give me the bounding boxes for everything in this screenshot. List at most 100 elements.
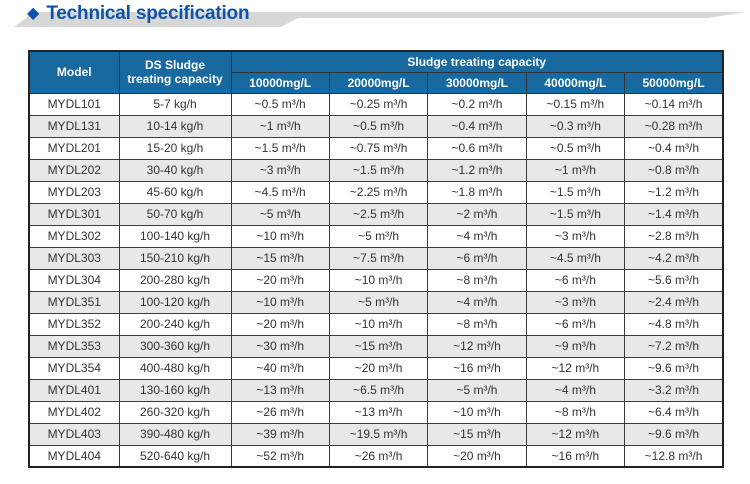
capacity-value-cell: ~20 m³/h [328, 356, 429, 380]
table-row: MYDL202 30-40 kg/h ~3 m³/h ~1.5 m³/h ~1.2 m³… [28, 158, 724, 182]
capacity-value-cell: ~5 m³/h [328, 290, 429, 314]
capacity-value-cell: ~26 m³/h [230, 400, 330, 424]
ds-capacity-cell: 100-120 kg/h [118, 290, 232, 314]
capacity-value-cell: ~0.4 m³/h [624, 136, 724, 160]
capacity-value-cell: ~4 m³/h [427, 290, 527, 314]
capacity-value-cell: ~0.28 m³/h [624, 114, 724, 138]
capacity-value-cell: ~1.2 m³/h [624, 180, 724, 204]
model-cell: MYDL402 [28, 400, 120, 424]
capacity-value-cell: ~10 m³/h [230, 224, 330, 248]
model-cell: MYDL301 [28, 202, 120, 226]
ds-capacity-cell: 400-480 kg/h [118, 356, 232, 380]
capacity-value-cell: ~9 m³/h [525, 334, 626, 358]
table-row: MYDL304 200-280 kg/h ~20 m³/h ~10 m³/h ~8 m³… [28, 268, 724, 292]
header-concentration-1: 10000mg/L [230, 71, 330, 94]
capacity-value-cell: ~6 m³/h [525, 312, 626, 336]
capacity-value-cell: ~52 m³/h [230, 444, 330, 468]
capacity-value-cell: ~1.8 m³/h [427, 180, 527, 204]
capacity-value-cell: ~19.5 m³/h [328, 422, 429, 446]
spec-table-header: Model DS Sludge treating capacity Sludge… [28, 50, 724, 94]
capacity-value-cell: ~0.25 m³/h [328, 92, 429, 116]
model-cell: MYDL101 [28, 92, 120, 116]
capacity-value-cell: ~0.6 m³/h [427, 136, 527, 160]
capacity-value-cell: ~10 m³/h [230, 290, 330, 314]
header-concentration-5: 50000mg/L [624, 71, 724, 94]
model-cell: MYDL203 [28, 180, 120, 204]
model-cell: MYDL303 [28, 246, 120, 270]
capacity-value-cell: ~40 m³/h [230, 356, 330, 380]
capacity-value-cell: ~30 m³/h [230, 334, 330, 358]
capacity-value-cell: ~4.5 m³/h [525, 246, 626, 270]
spec-table: Model DS Sludge treating capacity Sludge… [28, 50, 724, 468]
model-cell: MYDL302 [28, 224, 120, 248]
capacity-value-cell: ~0.14 m³/h [624, 92, 724, 116]
header-concentration-4: 40000mg/L [525, 71, 626, 94]
capacity-value-cell: ~9.6 m³/h [624, 356, 724, 380]
header-concentration-3: 30000mg/L [427, 71, 527, 94]
spec-table-body: MYDL101 5-7 kg/h ~0.5 m³/h ~0.25 m³/h ~0.2 m… [28, 92, 724, 468]
ds-capacity-cell: 50-70 kg/h [118, 202, 232, 226]
table-row: MYDL402 260-320 kg/h ~26 m³/h ~13 m³/h ~10 m… [28, 400, 724, 424]
capacity-value-cell: ~4 m³/h [427, 224, 527, 248]
header-concentration-2: 20000mg/L [328, 71, 429, 94]
capacity-value-cell: ~3.2 m³/h [624, 378, 724, 402]
page-title: Technical specification [46, 3, 250, 24]
header-sludge-group: Sludge treating capacity [230, 50, 724, 73]
capacity-value-cell: ~0.5 m³/h [230, 92, 330, 116]
ds-capacity-cell: 15-20 kg/h [118, 136, 232, 160]
table-row: MYDL301 50-70 kg/h ~5 m³/h ~2.5 m³/h ~2 m³/h… [28, 202, 724, 226]
capacity-value-cell: ~0.2 m³/h [427, 92, 527, 116]
capacity-value-cell: ~13 m³/h [230, 378, 330, 402]
capacity-value-cell: ~12.8 m³/h [624, 444, 724, 468]
capacity-value-cell: ~13 m³/h [328, 400, 429, 424]
model-cell: MYDL352 [28, 312, 120, 336]
capacity-value-cell: ~4.8 m³/h [624, 312, 724, 336]
table-row: MYDL404 520-640 kg/h ~52 m³/h ~26 m³/h ~20 m… [28, 444, 724, 468]
capacity-value-cell: ~0.15 m³/h [525, 92, 626, 116]
ds-capacity-cell: 5-7 kg/h [118, 92, 232, 116]
model-cell: MYDL353 [28, 334, 120, 358]
ds-capacity-cell: 10-14 kg/h [118, 114, 232, 138]
ds-capacity-cell: 200-240 kg/h [118, 312, 232, 336]
capacity-value-cell: ~6.5 m³/h [328, 378, 429, 402]
ds-capacity-cell: 390-480 kg/h [118, 422, 232, 446]
capacity-value-cell: ~3 m³/h [525, 290, 626, 314]
capacity-value-cell: ~1.5 m³/h [525, 202, 626, 226]
capacity-value-cell: ~16 m³/h [525, 444, 626, 468]
header-ds-capacity: DS Sludge treating capacity [118, 50, 232, 94]
capacity-value-cell: ~0.8 m³/h [624, 158, 724, 182]
capacity-value-cell: ~12 m³/h [525, 356, 626, 380]
capacity-value-cell: ~4.2 m³/h [624, 246, 724, 270]
capacity-value-cell: ~15 m³/h [427, 422, 527, 446]
capacity-value-cell: ~7.2 m³/h [624, 334, 724, 358]
capacity-value-cell: ~2.5 m³/h [328, 202, 429, 226]
model-cell: MYDL404 [28, 444, 120, 468]
model-cell: MYDL351 [28, 290, 120, 314]
capacity-value-cell: ~12 m³/h [525, 422, 626, 446]
table-row: MYDL302 100-140 kg/h ~10 m³/h ~5 m³/h ~4 m³/… [28, 224, 724, 248]
capacity-value-cell: ~1.4 m³/h [624, 202, 724, 226]
capacity-value-cell: ~16 m³/h [427, 356, 527, 380]
capacity-value-cell: ~10 m³/h [328, 268, 429, 292]
capacity-value-cell: ~2 m³/h [427, 202, 527, 226]
ds-capacity-cell: 30-40 kg/h [118, 158, 232, 182]
model-cell: MYDL401 [28, 378, 120, 402]
capacity-value-cell: ~1 m³/h [525, 158, 626, 182]
capacity-value-cell: ~0.4 m³/h [427, 114, 527, 138]
table-row: MYDL101 5-7 kg/h ~0.5 m³/h ~0.25 m³/h ~0.2 m… [28, 92, 724, 116]
diamond-bullet-icon: ◆ [27, 5, 40, 22]
capacity-value-cell: ~8 m³/h [525, 400, 626, 424]
capacity-value-cell: ~6.4 m³/h [624, 400, 724, 424]
capacity-value-cell: ~0.5 m³/h [525, 136, 626, 160]
capacity-value-cell: ~6 m³/h [525, 268, 626, 292]
capacity-value-cell: ~8 m³/h [427, 268, 527, 292]
capacity-value-cell: ~8 m³/h [427, 312, 527, 336]
capacity-value-cell: ~3 m³/h [525, 224, 626, 248]
ds-capacity-cell: 200-280 kg/h [118, 268, 232, 292]
model-cell: MYDL202 [28, 158, 120, 182]
capacity-value-cell: ~1.5 m³/h [328, 158, 429, 182]
table-row: MYDL303 150-210 kg/h ~15 m³/h ~7.5 m³/h ~6 m… [28, 246, 724, 270]
capacity-value-cell: ~2.8 m³/h [624, 224, 724, 248]
capacity-value-cell: ~20 m³/h [427, 444, 527, 468]
table-row: MYDL351 100-120 kg/h ~10 m³/h ~5 m³/h ~4 m³/… [28, 290, 724, 314]
